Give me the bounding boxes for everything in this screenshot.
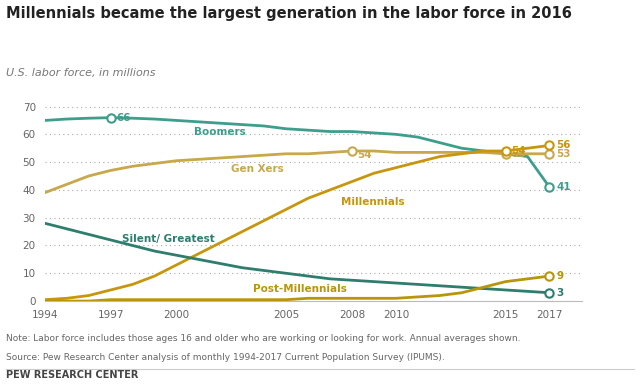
Text: Silent/ Greatest: Silent/ Greatest (122, 234, 214, 244)
Text: 54: 54 (511, 146, 526, 156)
Text: Gen Xers: Gen Xers (231, 164, 284, 174)
Text: U.S. labor force, in millions: U.S. labor force, in millions (6, 68, 156, 78)
Text: 54: 54 (358, 150, 372, 160)
Text: Boomers: Boomers (194, 127, 246, 137)
Text: 9: 9 (556, 271, 564, 281)
Text: Post-Millennials: Post-Millennials (253, 284, 347, 295)
Text: 56: 56 (556, 141, 571, 151)
Text: 3: 3 (556, 288, 564, 298)
Text: Millennials: Millennials (341, 197, 404, 207)
Text: Source: Pew Research Center analysis of monthly 1994-2017 Current Population Sur: Source: Pew Research Center analysis of … (6, 353, 445, 362)
Text: 53: 53 (556, 149, 571, 159)
Text: 41: 41 (556, 182, 571, 192)
Text: Millennials became the largest generation in the labor force in 2016: Millennials became the largest generatio… (6, 6, 572, 21)
Text: 66: 66 (116, 113, 131, 123)
Text: 53: 53 (511, 149, 525, 159)
Text: Note: Labor force includes those ages 16 and older who are working or looking fo: Note: Labor force includes those ages 16… (6, 334, 521, 343)
Text: PEW RESEARCH CENTER: PEW RESEARCH CENTER (6, 370, 139, 380)
